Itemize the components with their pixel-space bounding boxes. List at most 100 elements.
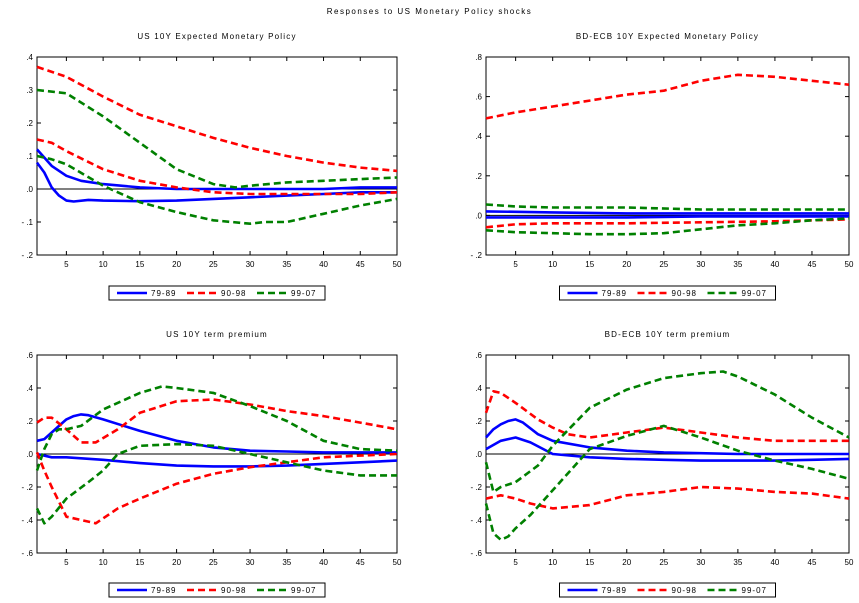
- legend-label: 79-89: [151, 289, 176, 298]
- y-tick-label: .4: [26, 53, 33, 62]
- legend-label: 99-07: [291, 586, 316, 595]
- legend: 79-89 90-98 99-07: [108, 582, 326, 598]
- y-tick-label: .8: [475, 53, 482, 62]
- series-line-90-98-upper: [36, 398, 398, 444]
- y-tick-label: .4: [475, 384, 482, 393]
- y-tick-label: - .2: [21, 483, 33, 492]
- plot-frame: [36, 56, 398, 256]
- series-line-79-89-lower: [485, 436, 850, 462]
- legend-label: 79-89: [151, 586, 176, 595]
- x-tick-label: 25: [209, 558, 218, 567]
- x-tick-label: 35: [282, 260, 291, 269]
- x-tick-label: 40: [770, 558, 779, 567]
- y-tick-label: .4: [475, 132, 482, 141]
- x-tick-label: 35: [733, 260, 742, 269]
- x-tick-label: 30: [696, 558, 705, 567]
- x-tick-label: 5: [513, 558, 518, 567]
- legend: 79-89 90-98 99-07: [559, 582, 776, 598]
- legend-label: 99-07: [742, 586, 767, 595]
- x-tick-label: 25: [659, 260, 668, 269]
- series-line-79-89-lower: [36, 452, 398, 468]
- chart-title: US 10Y term premium: [166, 330, 268, 339]
- x-tick-label: 50: [393, 558, 402, 567]
- y-tick-label: .2: [26, 417, 33, 426]
- y-tick-label: .0: [475, 211, 482, 220]
- x-tick-label: 15: [585, 558, 594, 567]
- series-line-90-98-lower: [35, 451, 398, 525]
- y-tick-label: .2: [475, 417, 482, 426]
- y-tick-label: .6: [26, 351, 33, 360]
- legend-label: 99-07: [742, 289, 767, 298]
- x-tick-label: 35: [733, 558, 742, 567]
- x-tick-label: 10: [99, 558, 108, 567]
- x-tick-label: 40: [770, 260, 779, 269]
- series-line-99-07-upper: [484, 370, 850, 494]
- chart-panel-3: US 10Y term premium - .6 - .4 - .2 .0 .2 .4 .6 5…: [21, 330, 402, 598]
- series-line-99-07-upper: [36, 88, 398, 189]
- y-tick-label: .3: [26, 86, 33, 95]
- chart-title: US 10Y Expected Monetary Policy: [137, 32, 296, 41]
- plot-frame: [485, 56, 850, 256]
- figure-title: Responses to US Monetary Policy shocks: [326, 7, 533, 16]
- x-tick-label: 40: [319, 260, 328, 269]
- chart-panel-1: US 10Y Expected Monetary Policy - .2 - .1.…: [21, 32, 402, 301]
- y-tick-label: .0: [26, 185, 33, 194]
- x-tick-label: 30: [246, 260, 255, 269]
- chart-title: BD-ECB 10Y term premium: [605, 330, 731, 339]
- series-line-99-07-lower: [36, 154, 398, 225]
- legend-label: 90-98: [221, 586, 246, 595]
- legend: 79-89 90-98 99-07: [108, 285, 326, 301]
- x-tick-label: 15: [585, 260, 594, 269]
- series-line-90-98-lower: [485, 218, 850, 229]
- legend: 79-89 90-98 99-07: [559, 285, 776, 301]
- chart-panel-4: BD-ECB 10Y term premium - .6 - .4 - .2 .0 .2.…: [470, 330, 854, 598]
- x-tick-label: 40: [319, 558, 328, 567]
- series-line-90-98-upper: [484, 389, 849, 443]
- legend-label: 90-98: [672, 586, 697, 595]
- y-tick-label: .4: [26, 384, 33, 393]
- x-tick-label: 10: [99, 260, 108, 269]
- x-tick-label: 20: [622, 260, 631, 269]
- x-tick-label: 30: [696, 260, 705, 269]
- x-tick-label: 5: [513, 260, 518, 269]
- y-tick-label: .1: [26, 152, 33, 161]
- x-tick-label: 30: [246, 558, 255, 567]
- x-tick-label: 10: [548, 260, 557, 269]
- x-tick-label: 20: [172, 260, 181, 269]
- y-tick-label: - .6: [21, 549, 33, 558]
- y-tick-label: .6: [475, 93, 482, 102]
- series-line-99-07-upper: [485, 203, 849, 211]
- series-line-99-07-upper: [35, 385, 398, 471]
- x-tick-label: 10: [548, 558, 557, 567]
- series-line-90-98-upper: [36, 65, 398, 173]
- legend-box: [108, 285, 326, 301]
- legend-box: [559, 285, 776, 301]
- x-tick-label: 50: [393, 260, 402, 269]
- series-line-79-89-upper: [36, 148, 397, 191]
- series-line-99-07-lower: [484, 424, 850, 542]
- x-tick-label: 5: [64, 558, 69, 567]
- series-line-99-07-lower: [485, 217, 850, 236]
- series-line-79-89-upper: [485, 210, 849, 215]
- chart-panel-2: BD-ECB 10Y Expected Monetary Policy - .2.…: [470, 32, 854, 301]
- y-tick-label: - .4: [21, 516, 33, 525]
- y-tick-label: .2: [26, 119, 33, 128]
- x-tick-label: 45: [356, 260, 365, 269]
- x-tick-label: 15: [135, 260, 144, 269]
- y-tick-label: .0: [26, 450, 33, 459]
- y-tick-label: .2: [475, 172, 482, 181]
- legend-label: 99-07: [291, 289, 316, 298]
- legend-label: 90-98: [672, 289, 697, 298]
- series-line-79-89-lower: [486, 215, 849, 219]
- y-tick-label: .6: [475, 351, 482, 360]
- y-tick-label: - .6: [470, 549, 482, 558]
- y-tick-label: - .1: [21, 218, 33, 227]
- x-tick-label: 15: [135, 558, 144, 567]
- series-line-90-98-lower: [36, 138, 398, 196]
- x-tick-label: 5: [64, 260, 69, 269]
- y-tick-label: .0: [475, 450, 482, 459]
- y-tick-label: - .2: [470, 251, 482, 260]
- series-line-79-89-upper: [36, 413, 397, 454]
- x-tick-label: 45: [356, 558, 365, 567]
